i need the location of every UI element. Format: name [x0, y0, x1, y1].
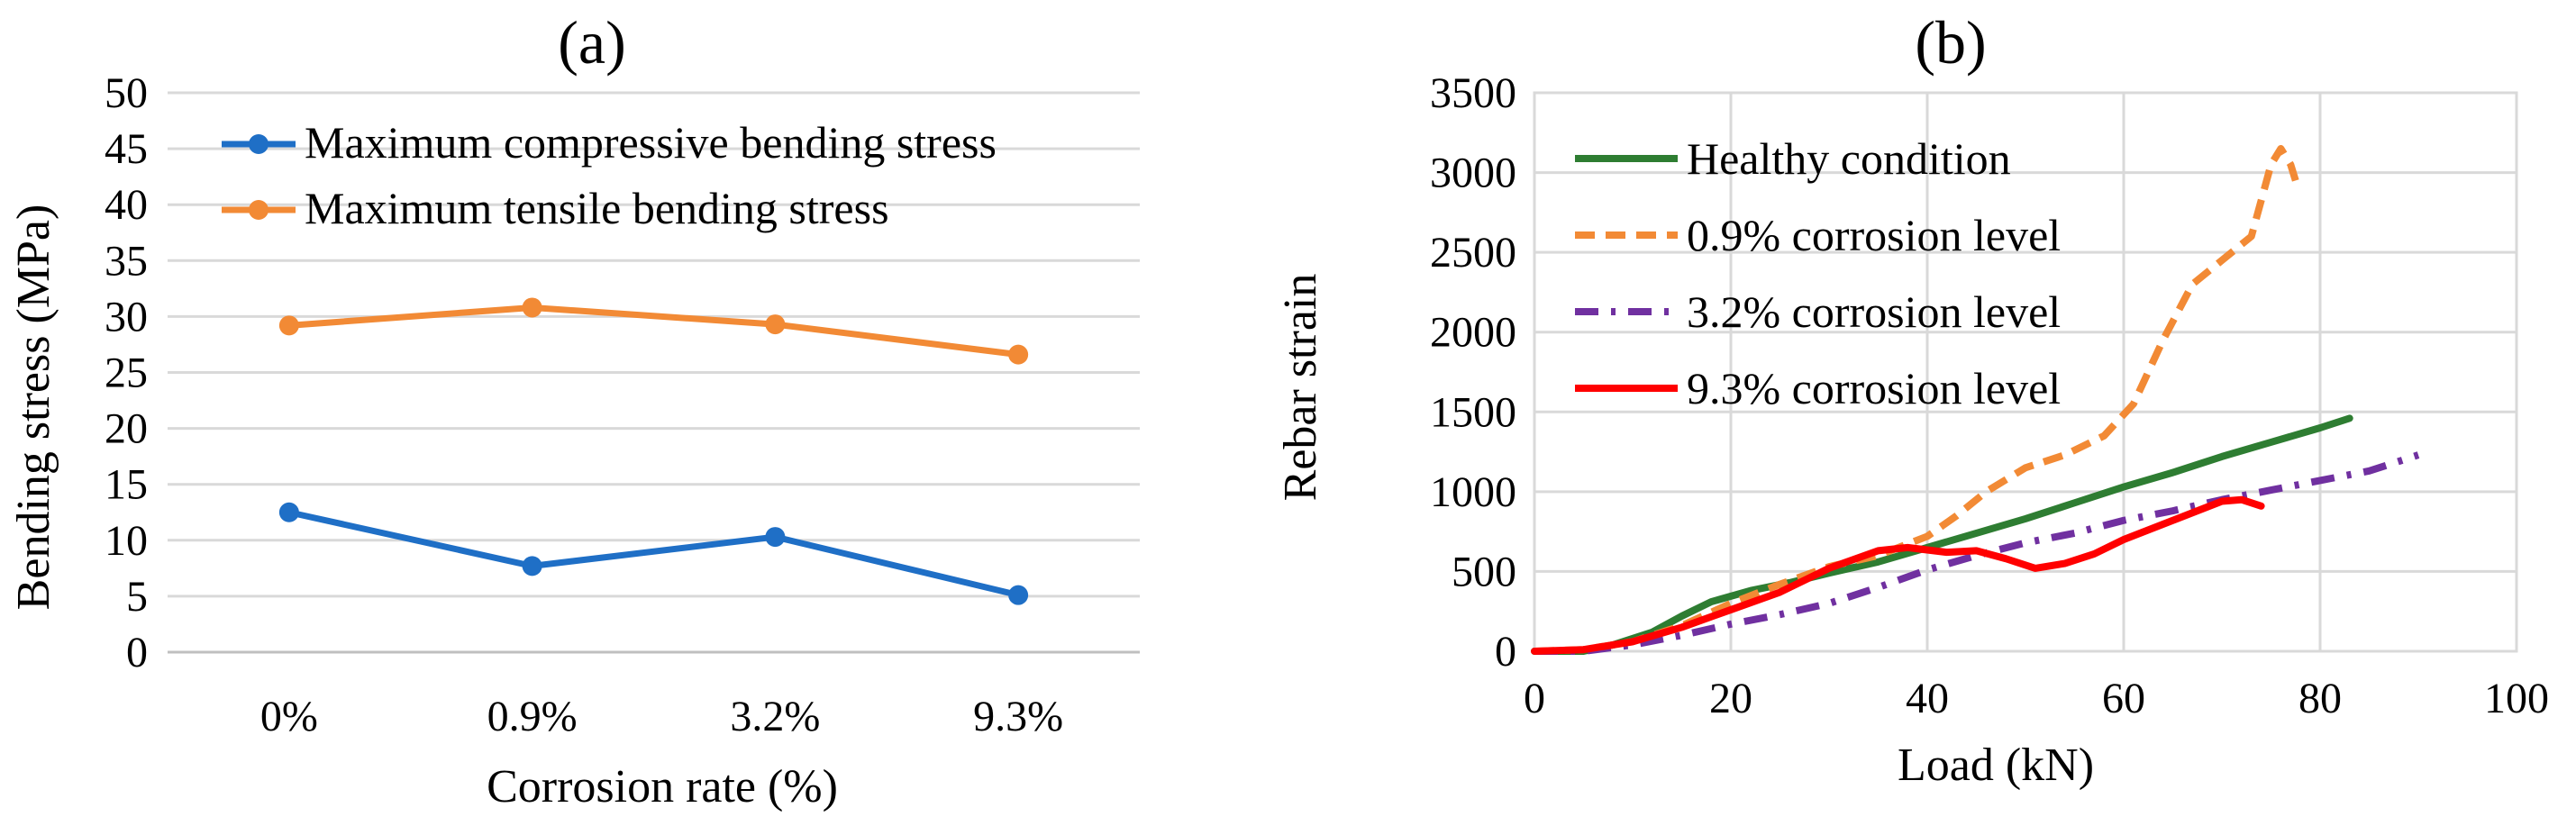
panel-b-x-tick-20: 20 [1709, 675, 1752, 722]
series-maximum-compressive-bending-stress [278, 502, 1029, 605]
panel-b-x-axis-title: Load (kN) [1898, 740, 2094, 791]
panel-a-y-axis-title: Bending stress (MPa) [8, 204, 59, 611]
panel-a-y-tick-30: 30 [105, 293, 148, 340]
panel-a-y-tick-45: 45 [105, 125, 148, 173]
panel-b-legend: Healthy condition 0.9% corrosion level 3… [1575, 133, 2061, 413]
panel-a-y-tick-15: 15 [105, 461, 148, 509]
panel-b-y-tick-3000: 3000 [1430, 150, 1516, 197]
legend-label-9-3-percent: 9.3% corrosion level [1687, 363, 2061, 413]
data-point-maximum-compressive-bending-stress-0-9 [522, 556, 542, 576]
panel-b-rebar-strain-chart: (b) 0 500 1000 1500 2000 2500 3000 3500 0 20 40 60… [1275, 8, 2549, 791]
data-point-maximum-compressive-bending-stress-9-3 [1008, 585, 1029, 605]
panel-b-y-tick-1000: 1000 [1430, 468, 1516, 516]
panel-a-y-tick-20: 20 [105, 405, 148, 453]
panel-b-y-tick-0: 0 [1495, 628, 1516, 676]
panel-b-series [1531, 145, 2420, 655]
data-point-maximum-compressive-bending-stress-3-2 [765, 527, 786, 548]
panel-b-y-tick-2000: 2000 [1430, 309, 1516, 357]
panel-a-y-tick-5: 5 [126, 573, 148, 621]
panel-b-x-tick-40: 40 [1906, 675, 1949, 722]
panel-a-series [278, 297, 1029, 605]
panel-a-x-tick-labels: 0% 0.9% 3.2% 9.3% [260, 693, 1063, 740]
series-line-9-3-corrosion-level [1531, 495, 2265, 655]
series-line-maximum-tensile-bending-stress [286, 304, 1022, 359]
panel-b-y-tick-3500: 3500 [1430, 69, 1516, 117]
panel-a-legend: Maximum compressive bending stress Maxim… [222, 117, 997, 233]
panel-a-y-tick-0: 0 [126, 629, 148, 676]
legend-marker-tensile [249, 200, 269, 220]
data-point-maximum-tensile-bending-stress-0 [278, 315, 299, 336]
panel-b-x-tick-60: 60 [2102, 675, 2145, 722]
legend-label-tensile: Maximum tensile bending stress [305, 183, 889, 233]
panel-a-y-tick-50: 50 [105, 69, 148, 117]
data-point-maximum-tensile-bending-stress-0-9 [522, 297, 542, 318]
legend-label-compressive: Maximum compressive bending stress [305, 117, 997, 168]
data-point-maximum-compressive-bending-stress-0 [278, 502, 299, 522]
panel-b-y-tick-1500: 1500 [1430, 388, 1516, 436]
panel-b-x-tick-labels: 0 20 40 60 80 100 [1524, 675, 2549, 722]
panel-a-y-tick-10: 10 [105, 517, 148, 565]
series-maximum-tensile-bending-stress [278, 297, 1029, 365]
series-line-0-9-corrosion-level [1534, 145, 2299, 655]
legend-label-3-2-percent: 3.2% corrosion level [1687, 286, 2061, 337]
panel-b-plot-frame [1533, 91, 2518, 653]
panel-b-x-tick-0: 0 [1524, 675, 1545, 722]
legend-label-0-9-percent: 0.9% corrosion level [1687, 210, 2061, 260]
panel-a-x-tick-9-3: 9.3% [973, 693, 1063, 740]
panel-b-x-tick-80: 80 [2298, 675, 2342, 722]
panel-a-x-tick-0-9: 0.9% [487, 693, 578, 740]
panel-a-x-tick-3-2: 3.2% [730, 693, 820, 740]
panel-a-x-tick-0: 0% [260, 693, 318, 740]
panel-a-y-tick-35: 35 [105, 237, 148, 285]
data-point-maximum-tensile-bending-stress-3-2 [765, 314, 786, 335]
legend-marker-compressive [249, 134, 269, 154]
panel-a-y-tick-40: 40 [105, 181, 148, 229]
panel-a-y-tick-25: 25 [105, 349, 148, 397]
series-line-maximum-compressive-bending-stress [286, 509, 1022, 599]
panel-a-x-axis-title: Corrosion rate (%) [487, 761, 838, 812]
legend-label-healthy: Healthy condition [1687, 133, 2011, 184]
panel-b-title: (b) [1915, 8, 1986, 77]
data-point-maximum-tensile-bending-stress-9-3 [1008, 344, 1029, 365]
series-line-3-2-corrosion-level [1534, 451, 2420, 655]
panel-b-y-tick-500: 500 [1452, 548, 1516, 595]
panel-a-y-tick-labels: 0 5 10 15 20 25 30 35 40 45 50 [105, 69, 148, 676]
panel-b-y-tick-2500: 2500 [1430, 229, 1516, 277]
series-line-healthy-condition [1531, 414, 2353, 655]
panel-b-y-tick-labels: 0 500 1000 1500 2000 2500 3000 3500 [1430, 69, 1516, 676]
panel-b-x-tick-100: 100 [2484, 675, 2549, 722]
panel-b-y-axis-title: Rebar strain [1275, 274, 1326, 502]
panel-a-title: (a) [558, 8, 625, 77]
